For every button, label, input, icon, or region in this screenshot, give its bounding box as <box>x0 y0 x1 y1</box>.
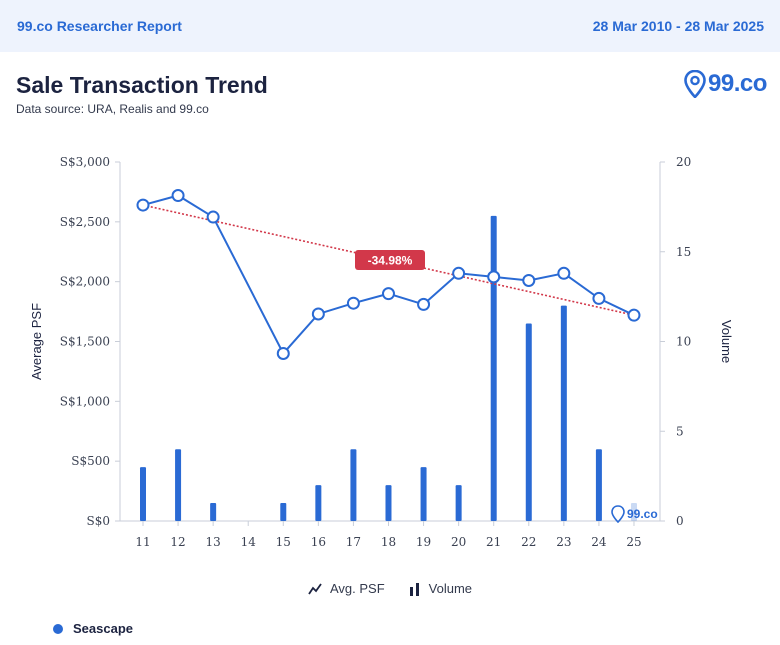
date-range: 28 Mar 2010 - 28 Mar 2025 <box>592 18 764 34</box>
avg-psf-point <box>522 273 536 287</box>
x-axis-tick-label: 11 <box>135 535 150 549</box>
avg-psf-point <box>276 346 290 360</box>
left-axis-tick-label: S$0 <box>87 514 111 528</box>
page-title: Sale Transaction Trend <box>16 72 268 98</box>
x-axis-tick-label: 16 <box>311 535 326 549</box>
x-axis-tick-label: 12 <box>170 535 185 549</box>
left-axis-tick-label: S$2,000 <box>60 275 110 289</box>
data-source-note: Data source: URA, Realis and 99.co <box>16 102 209 116</box>
volume-bar <box>210 503 217 521</box>
brand-logo: 99.co <box>684 68 767 100</box>
x-axis-tick-label: 21 <box>486 535 501 549</box>
avg-psf-point <box>452 266 466 280</box>
avg-psf-point <box>627 308 641 322</box>
series-legend-item[interactable]: Seascape <box>53 621 133 636</box>
avg-psf-point <box>487 270 501 284</box>
x-axis-tick-label: 13 <box>205 535 220 549</box>
x-axis-tick-label: 22 <box>521 535 536 549</box>
avg-psf-point <box>206 210 220 224</box>
volume-bar <box>315 485 322 521</box>
sale-transaction-chart: S$0 S$500 S$1,000 S$1,500 S$2,000 S$2,500 S$3,… <box>29 155 734 549</box>
avg-psf-point <box>557 266 571 280</box>
x-axis-tick-label: 25 <box>626 535 641 549</box>
location-pin-icon <box>684 70 706 98</box>
trend-change-label: -34.98% <box>368 254 413 268</box>
x-axis-tick-label: 18 <box>381 535 396 549</box>
avg-psf-point <box>592 291 606 305</box>
right-axis-tick-label: 20 <box>676 155 691 169</box>
volume-bar <box>595 449 602 521</box>
trend-change-badge <box>355 250 425 270</box>
avg-psf-point <box>381 287 395 301</box>
volume-bar <box>490 215 497 521</box>
series-color-dot <box>53 623 63 634</box>
avg-psf-point <box>171 189 185 203</box>
right-axis-tick-label: 5 <box>676 424 684 438</box>
left-axis-tick-label: S$2,500 <box>60 215 110 229</box>
right-axis-tick-label: 10 <box>676 335 691 349</box>
volume-bar <box>175 449 182 521</box>
left-axis-tick-label: S$3,000 <box>60 155 110 169</box>
avg-psf-point <box>136 198 150 212</box>
legend-volume-label: Volume <box>428 581 473 596</box>
avg-psf-point <box>346 296 360 310</box>
right-axis-title: Volume <box>719 320 734 363</box>
logo-text: 99.co <box>708 70 767 97</box>
left-axis-title: Average PSF <box>29 303 44 380</box>
legend-avg-psf[interactable]: Avg. PSF <box>308 581 385 596</box>
watermark-pin-icon <box>611 505 625 524</box>
report-header: 99.co Researcher Report 28 Mar 2010 - 28… <box>0 0 780 52</box>
x-axis-tick-label: 23 <box>556 535 571 549</box>
x-axis-tick-label: 15 <box>276 535 291 549</box>
volume-bar <box>350 449 357 521</box>
volume-bar <box>455 485 462 521</box>
volume-bar <box>420 467 427 521</box>
x-axis-tick-label: 19 <box>416 535 431 549</box>
left-axis-tick-label: S$1,000 <box>60 394 110 408</box>
volume-bar <box>630 503 637 521</box>
avg-psf-point <box>417 297 431 311</box>
avg-psf-point <box>311 307 325 321</box>
series-name: Seascape <box>73 621 133 636</box>
x-axis-tick-label: 14 <box>241 535 257 549</box>
line-chart-icon <box>308 582 322 594</box>
right-axis-tick-label: 0 <box>676 514 684 528</box>
left-axis-tick-label: S$1,500 <box>60 335 110 349</box>
chart-legend: Avg. PSF Volume <box>0 581 780 596</box>
x-axis-tick-label: 17 <box>346 535 361 549</box>
volume-bar <box>525 323 532 521</box>
x-axis-tick-label: 20 <box>451 535 466 549</box>
right-axis-tick-label: 15 <box>676 245 691 259</box>
legend-volume[interactable]: Volume <box>409 581 472 596</box>
left-axis-tick-label: S$500 <box>71 454 110 468</box>
volume-bar <box>385 485 392 521</box>
legend-avg-psf-label: Avg. PSF <box>329 581 385 596</box>
x-axis-tick-label: 24 <box>591 535 607 549</box>
bar-chart-icon <box>409 582 419 596</box>
report-title: 99.co Researcher Report <box>17 18 182 34</box>
volume-bar <box>560 305 567 521</box>
volume-bar <box>140 467 146 521</box>
volume-bar <box>280 503 287 521</box>
watermark-text: 99.co <box>627 507 658 521</box>
